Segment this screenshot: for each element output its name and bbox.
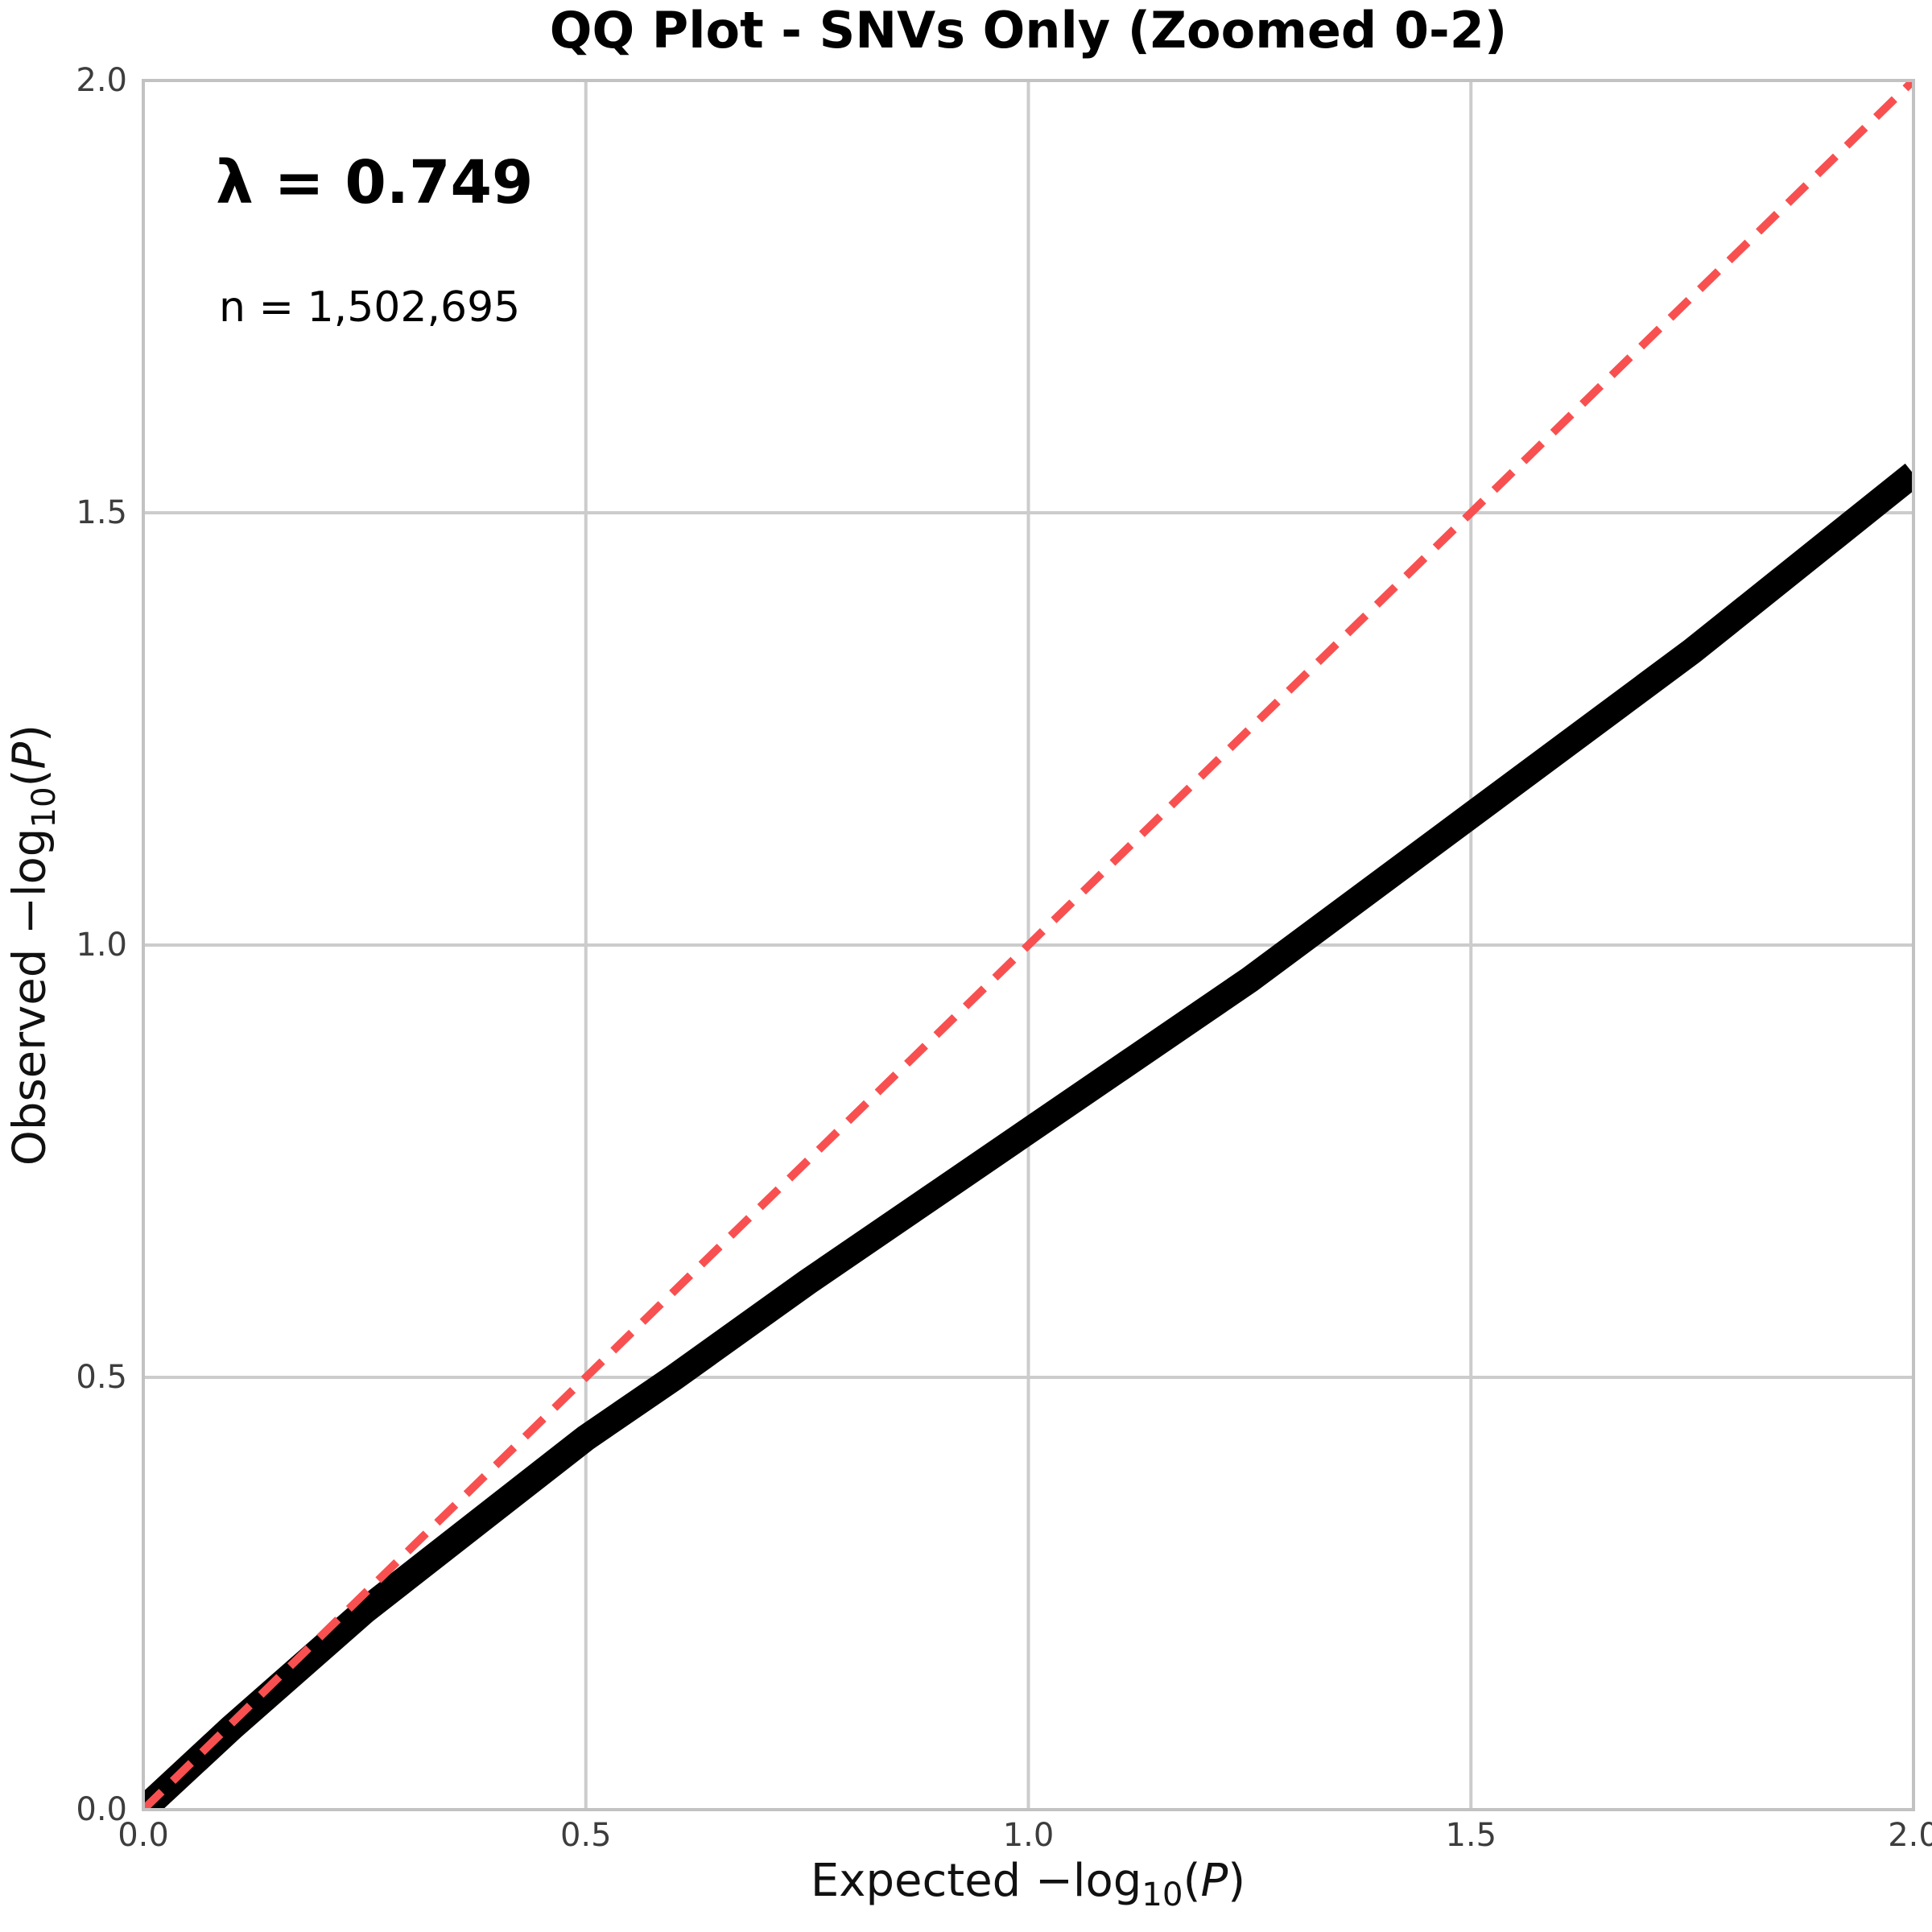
y-axis-label: Observed −log10(P): [3, 724, 63, 1166]
plot-title: QQ Plot - SNVs Only (Zoomed 0-2): [549, 1, 1508, 60]
x-axis-label: Expected −log10(P): [811, 1856, 1245, 1913]
y-axis-label-subscript: 10: [24, 786, 63, 828]
x-axis-label-close-paren: ): [1228, 1855, 1246, 1907]
y-axis-label-text: Observed −log: [3, 828, 56, 1166]
lambda-annotation: λ = 0.749: [216, 148, 534, 217]
identity-reference-line: [143, 80, 1913, 1810]
x-axis-label-subscript: 10: [1141, 1876, 1183, 1914]
x-axis-label-open-paren: (: [1183, 1855, 1201, 1907]
n-variants-annotation: n = 1,502,695: [219, 283, 521, 332]
x-axis-label-text: Expected −log: [810, 1855, 1142, 1907]
x-axis-label-variable: P: [1200, 1855, 1228, 1907]
observed-vs-expected-quantiles: [143, 463, 1913, 1810]
y-axis-label-open-paren: (: [3, 769, 56, 787]
y-axis-label-close-paren: ): [3, 724, 56, 742]
plot-border: [142, 79, 1915, 1811]
series-group: [143, 80, 1913, 1810]
y-axis-label-variable: P: [3, 741, 56, 770]
